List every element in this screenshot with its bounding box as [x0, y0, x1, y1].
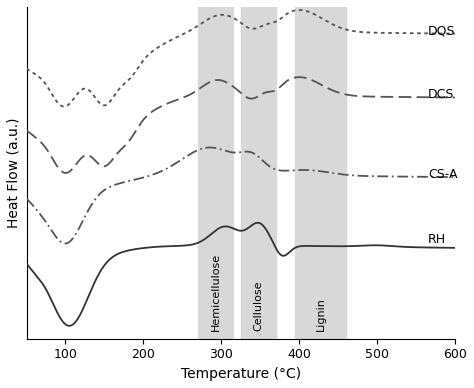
Text: DQS: DQS: [428, 24, 456, 37]
Text: CS-A: CS-A: [428, 168, 457, 181]
Bar: [295, 7, 346, 339]
Text: DCS: DCS: [428, 88, 454, 101]
Y-axis label: Heat Flow (a.u.): Heat Flow (a.u.): [7, 118, 21, 228]
Text: RH: RH: [428, 233, 446, 246]
Text: Lignin: Lignin: [316, 297, 326, 331]
Text: Hemicellulose: Hemicellulose: [210, 253, 220, 331]
Bar: [241, 7, 276, 339]
Bar: [198, 7, 233, 339]
X-axis label: Temperature (°C): Temperature (°C): [181, 367, 301, 381]
Text: Cellulose: Cellulose: [253, 281, 264, 331]
